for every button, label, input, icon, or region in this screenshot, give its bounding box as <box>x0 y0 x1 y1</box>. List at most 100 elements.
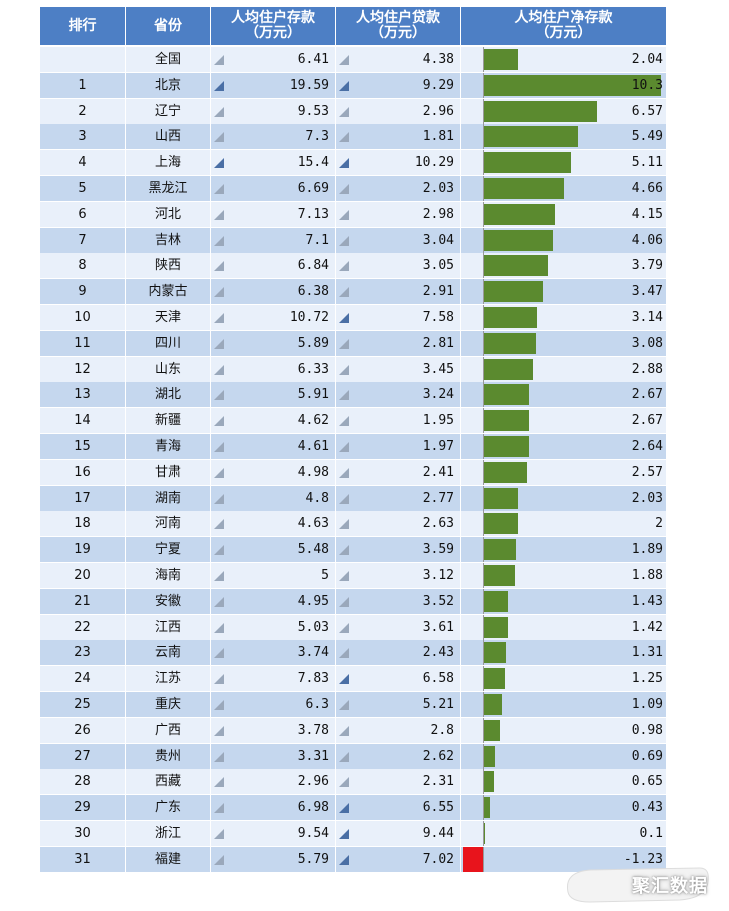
cell-loan: 3.12 <box>336 563 461 588</box>
header-deposit: 人均住户存款 （万元） <box>211 7 336 45</box>
cell-province: 江西 <box>126 614 211 640</box>
cell-rank: 15 <box>40 434 126 459</box>
watermark-bubble-icon <box>566 867 709 903</box>
cell-loan: 6.58 <box>336 666 461 692</box>
signal-bars-icon <box>214 364 224 375</box>
signal-bars-icon <box>339 261 349 272</box>
zero-axis-line <box>483 253 484 279</box>
cell-net: 5.49 <box>461 124 666 150</box>
cell-net: 3.47 <box>461 279 666 305</box>
signal-bars-icon <box>214 467 224 478</box>
cell-deposit: 3.31 <box>211 743 336 769</box>
province-value: 山东 <box>154 361 181 377</box>
signal-bars-icon <box>214 132 224 143</box>
cell-province: 湖南 <box>126 485 211 511</box>
cell-rank: 3 <box>40 124 126 150</box>
signal-bars-icon <box>214 55 224 65</box>
deposit-value: 5 <box>321 568 329 583</box>
cell-province: 浙江 <box>126 821 211 846</box>
net-value: 1.89 <box>631 542 663 558</box>
cell-province: 安徽 <box>126 588 211 614</box>
cell-deposit: 4.61 <box>211 434 336 459</box>
loan-value: 9.29 <box>422 77 454 93</box>
loan-value: 2.91 <box>422 284 454 300</box>
rank-value: 18 <box>74 516 91 532</box>
cell-province: 河北 <box>126 201 211 227</box>
cell-net: 1.09 <box>461 692 666 717</box>
net-value: 2.57 <box>631 464 663 480</box>
loan-value: 7.58 <box>422 310 454 325</box>
net-value: 0.43 <box>631 800 663 816</box>
signal-bars-icon <box>339 209 349 220</box>
signal-bars-icon <box>214 313 224 323</box>
table-row: 25 重庆 6.3 5.21 1.09 <box>40 692 666 717</box>
cell-deposit: 4.62 <box>211 408 336 434</box>
cell-deposit: 6.98 <box>211 795 336 821</box>
zero-axis-line <box>483 795 484 821</box>
rank-value: 28 <box>74 774 91 790</box>
cell-province: 黑龙江 <box>126 176 211 201</box>
cell-province: 青海 <box>126 434 211 459</box>
signal-bars-icon <box>214 80 224 91</box>
cell-deposit: 6.38 <box>211 279 336 305</box>
zero-axis-line <box>483 769 484 795</box>
loan-value: 9.44 <box>422 826 454 841</box>
cell-deposit: 6.41 <box>211 47 336 72</box>
net-bar <box>483 797 491 819</box>
province-value: 陕西 <box>154 258 181 274</box>
cell-rank: 26 <box>40 717 126 743</box>
net-value: 0.65 <box>631 774 663 790</box>
net-bar <box>483 694 502 715</box>
deposit-value: 6.69 <box>297 181 329 196</box>
cell-loan: 2.43 <box>336 640 461 666</box>
net-value: 3.08 <box>631 335 663 351</box>
cell-province: 江苏 <box>126 666 211 692</box>
table-row: 29 广东 6.98 6.55 0.43 <box>40 795 666 821</box>
loan-value: 6.58 <box>422 671 454 687</box>
net-value: 4.06 <box>631 232 663 248</box>
rank-value: 15 <box>74 439 91 454</box>
cell-province: 山西 <box>126 124 211 150</box>
zero-axis-line <box>483 150 484 176</box>
rank-value: 8 <box>78 258 87 274</box>
net-bar <box>483 642 506 664</box>
signal-bars-icon <box>214 261 224 272</box>
cell-rank: 16 <box>40 459 126 485</box>
cell-rank: 14 <box>40 408 126 434</box>
cell-rank <box>40 47 126 72</box>
cell-province: 辽宁 <box>126 98 211 124</box>
net-bar <box>483 255 549 277</box>
net-value: 2.04 <box>631 52 663 67</box>
loan-value: 3.59 <box>422 542 454 558</box>
cell-loan: 1.97 <box>336 434 461 459</box>
header-rank: 排行 <box>40 7 126 45</box>
cell-rank: 21 <box>40 588 126 614</box>
signal-bars-icon <box>214 493 224 504</box>
cell-deposit: 7.13 <box>211 201 336 227</box>
net-bar <box>483 229 554 251</box>
cell-deposit: 7.1 <box>211 227 336 253</box>
province-value: 江西 <box>154 619 181 635</box>
zero-axis-line <box>483 743 484 769</box>
cell-rank: 11 <box>40 330 126 356</box>
zero-axis-line <box>483 485 484 511</box>
cell-net: 1.89 <box>461 537 666 563</box>
rank-value: 30 <box>74 826 91 841</box>
deposit-value: 3.78 <box>297 722 329 738</box>
cell-deposit: 5.89 <box>211 330 336 356</box>
province-value: 湖南 <box>154 490 181 506</box>
cell-loan: 2.8 <box>336 717 461 743</box>
net-bar <box>483 565 516 586</box>
header-net: 人均住户净存款 （万元） <box>514 10 613 41</box>
cell-province: 北京 <box>126 72 211 98</box>
cell-loan: 1.95 <box>336 408 461 434</box>
rank-value: 20 <box>74 568 91 583</box>
cell-net: 2.03 <box>461 485 666 511</box>
cell-rank: 6 <box>40 201 126 227</box>
cell-loan: 2.91 <box>336 279 461 305</box>
province-value: 宁夏 <box>154 542 181 558</box>
cell-net: 2.64 <box>461 434 666 459</box>
loan-value: 3.52 <box>422 593 454 609</box>
cell-province: 湖北 <box>126 382 211 408</box>
cell-rank: 18 <box>40 511 126 537</box>
